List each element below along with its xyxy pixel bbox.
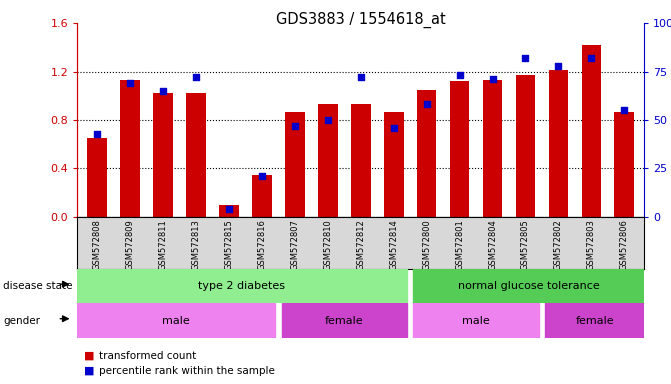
Point [158, 88, 168, 94]
Text: gender: gender [3, 316, 40, 326]
Bar [546, 303, 644, 338]
Point [256, 173, 267, 179]
Text: GSM572814: GSM572814 [389, 220, 398, 270]
Text: ■: ■ [84, 366, 95, 376]
Bar [582, 45, 601, 217]
Bar [77, 303, 275, 338]
Bar [282, 303, 407, 338]
Bar [252, 175, 272, 217]
Point [520, 55, 531, 61]
Text: female: female [576, 316, 614, 326]
Bar [413, 269, 644, 303]
Bar [549, 70, 568, 217]
Point [487, 76, 498, 82]
Point [421, 101, 432, 108]
Point [289, 123, 300, 129]
Point [619, 107, 630, 113]
Text: GSM572812: GSM572812 [356, 220, 365, 270]
Bar [77, 269, 407, 303]
Text: GSM572808: GSM572808 [93, 220, 101, 270]
Bar [219, 205, 239, 217]
Text: GSM572815: GSM572815 [224, 220, 234, 270]
Text: type 2 diabetes: type 2 diabetes [199, 281, 285, 291]
Bar [417, 90, 436, 217]
Bar [384, 111, 403, 217]
Text: male: male [462, 316, 490, 326]
Point [191, 74, 201, 80]
Bar [318, 104, 338, 217]
Text: GSM572807: GSM572807 [291, 220, 299, 270]
Text: GSM572803: GSM572803 [587, 220, 596, 270]
Text: disease state: disease state [3, 281, 73, 291]
Bar [515, 75, 535, 217]
Text: female: female [325, 316, 364, 326]
Point [454, 72, 465, 78]
Text: GSM572816: GSM572816 [257, 220, 266, 270]
Text: GSM572813: GSM572813 [191, 220, 201, 270]
Bar [285, 111, 305, 217]
Text: normal glucose tolerance: normal glucose tolerance [458, 281, 600, 291]
Text: ■: ■ [84, 351, 95, 361]
Text: GSM572809: GSM572809 [125, 220, 134, 270]
Point [125, 80, 136, 86]
Text: GSM572806: GSM572806 [620, 220, 629, 270]
Text: GSM572801: GSM572801 [455, 220, 464, 270]
Text: percentile rank within the sample: percentile rank within the sample [99, 366, 274, 376]
Point [586, 55, 597, 61]
Bar [153, 93, 172, 217]
Bar [413, 303, 539, 338]
Bar [186, 93, 206, 217]
Point [223, 206, 234, 212]
Text: GSM572805: GSM572805 [521, 220, 530, 270]
Text: GDS3883 / 1554618_at: GDS3883 / 1554618_at [276, 12, 446, 28]
Bar [615, 111, 634, 217]
Text: GSM572802: GSM572802 [554, 220, 563, 270]
Text: transformed count: transformed count [99, 351, 196, 361]
Bar [87, 138, 107, 217]
Text: male: male [162, 316, 190, 326]
Point [322, 117, 333, 123]
Text: GSM572811: GSM572811 [158, 220, 167, 270]
Bar [450, 81, 470, 217]
Bar [120, 80, 140, 217]
Text: GSM572810: GSM572810 [323, 220, 332, 270]
Point [91, 131, 102, 137]
Point [553, 63, 564, 69]
Text: GSM572804: GSM572804 [488, 220, 497, 270]
Bar [351, 104, 370, 217]
Point [356, 74, 366, 80]
Bar [482, 80, 503, 217]
Point [389, 125, 399, 131]
Text: GSM572800: GSM572800 [422, 220, 431, 270]
